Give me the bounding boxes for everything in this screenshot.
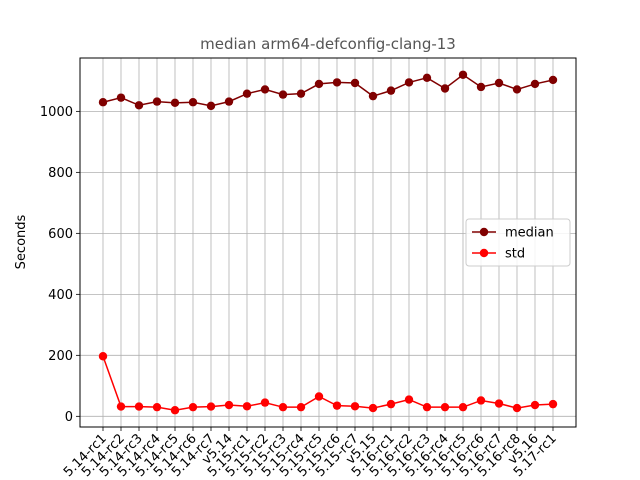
data-point xyxy=(458,402,468,412)
data-point xyxy=(332,401,342,410)
data-point xyxy=(548,399,558,409)
y-tick-label: 200 xyxy=(48,349,73,364)
data-point xyxy=(314,392,324,401)
data-point xyxy=(116,402,126,411)
data-point xyxy=(332,78,342,87)
series-layer xyxy=(98,70,558,415)
data-point xyxy=(224,97,234,106)
data-point xyxy=(206,101,216,111)
data-point xyxy=(512,85,522,94)
data-point xyxy=(116,93,126,102)
data-point xyxy=(350,402,360,411)
y-tick-label: 1000 xyxy=(40,105,73,120)
series-median xyxy=(98,70,558,111)
data-point xyxy=(188,98,198,107)
legend-label-median: median xyxy=(505,226,554,241)
legend-label-std: std xyxy=(505,247,525,262)
data-point xyxy=(170,406,180,415)
data-point xyxy=(296,402,306,412)
grid-lines xyxy=(80,58,576,427)
data-point xyxy=(134,101,144,110)
data-point xyxy=(476,396,486,405)
data-point xyxy=(224,400,234,410)
y-axis: 0 200 400 600 800 1000 xyxy=(40,105,80,425)
data-point xyxy=(440,84,450,93)
data-point xyxy=(368,91,378,101)
data-point xyxy=(368,403,378,413)
data-point xyxy=(350,78,360,88)
data-point xyxy=(152,402,162,412)
data-point xyxy=(134,402,144,411)
legend-marker xyxy=(479,227,489,237)
data-point xyxy=(440,402,450,412)
legend-box xyxy=(465,218,571,267)
data-point xyxy=(422,402,432,412)
data-point xyxy=(242,402,252,411)
y-tick-label: 600 xyxy=(48,227,73,242)
data-point xyxy=(386,86,396,95)
data-point xyxy=(278,90,288,99)
data-point xyxy=(476,82,486,92)
data-point xyxy=(494,399,504,408)
data-point xyxy=(278,402,288,412)
series-line xyxy=(102,355,554,411)
data-point xyxy=(260,85,270,94)
data-point xyxy=(188,402,198,412)
legend: median std xyxy=(465,218,571,267)
y-tick-label: 0 xyxy=(65,410,73,425)
data-point xyxy=(548,75,558,85)
legend-marker xyxy=(479,248,489,258)
x-axis: 5.14-rc15.14-rc25.14-rc35.14-rc45.14-rc5… xyxy=(61,427,560,480)
data-point xyxy=(152,97,162,106)
y-axis-label: Seconds xyxy=(14,214,29,269)
data-point xyxy=(386,399,396,409)
data-point xyxy=(98,352,108,361)
data-point xyxy=(98,98,108,107)
data-point xyxy=(458,70,468,79)
data-point xyxy=(404,78,414,87)
data-point xyxy=(206,402,216,411)
data-point xyxy=(512,403,522,413)
chart-title: median arm64-defconfig-clang-13 xyxy=(200,35,456,53)
data-point xyxy=(260,398,270,407)
y-tick-label: 400 xyxy=(48,288,73,303)
data-point xyxy=(494,78,504,88)
data-point xyxy=(314,79,324,89)
series-line xyxy=(102,73,554,107)
data-point xyxy=(530,79,540,89)
y-tick-label: 800 xyxy=(48,166,73,181)
data-point xyxy=(530,400,540,410)
data-point xyxy=(170,98,180,108)
series-std xyxy=(98,352,558,415)
data-point xyxy=(296,89,306,98)
data-point xyxy=(404,395,414,404)
data-point xyxy=(422,73,432,83)
data-point xyxy=(242,89,252,98)
plot-area-frame xyxy=(79,57,577,428)
